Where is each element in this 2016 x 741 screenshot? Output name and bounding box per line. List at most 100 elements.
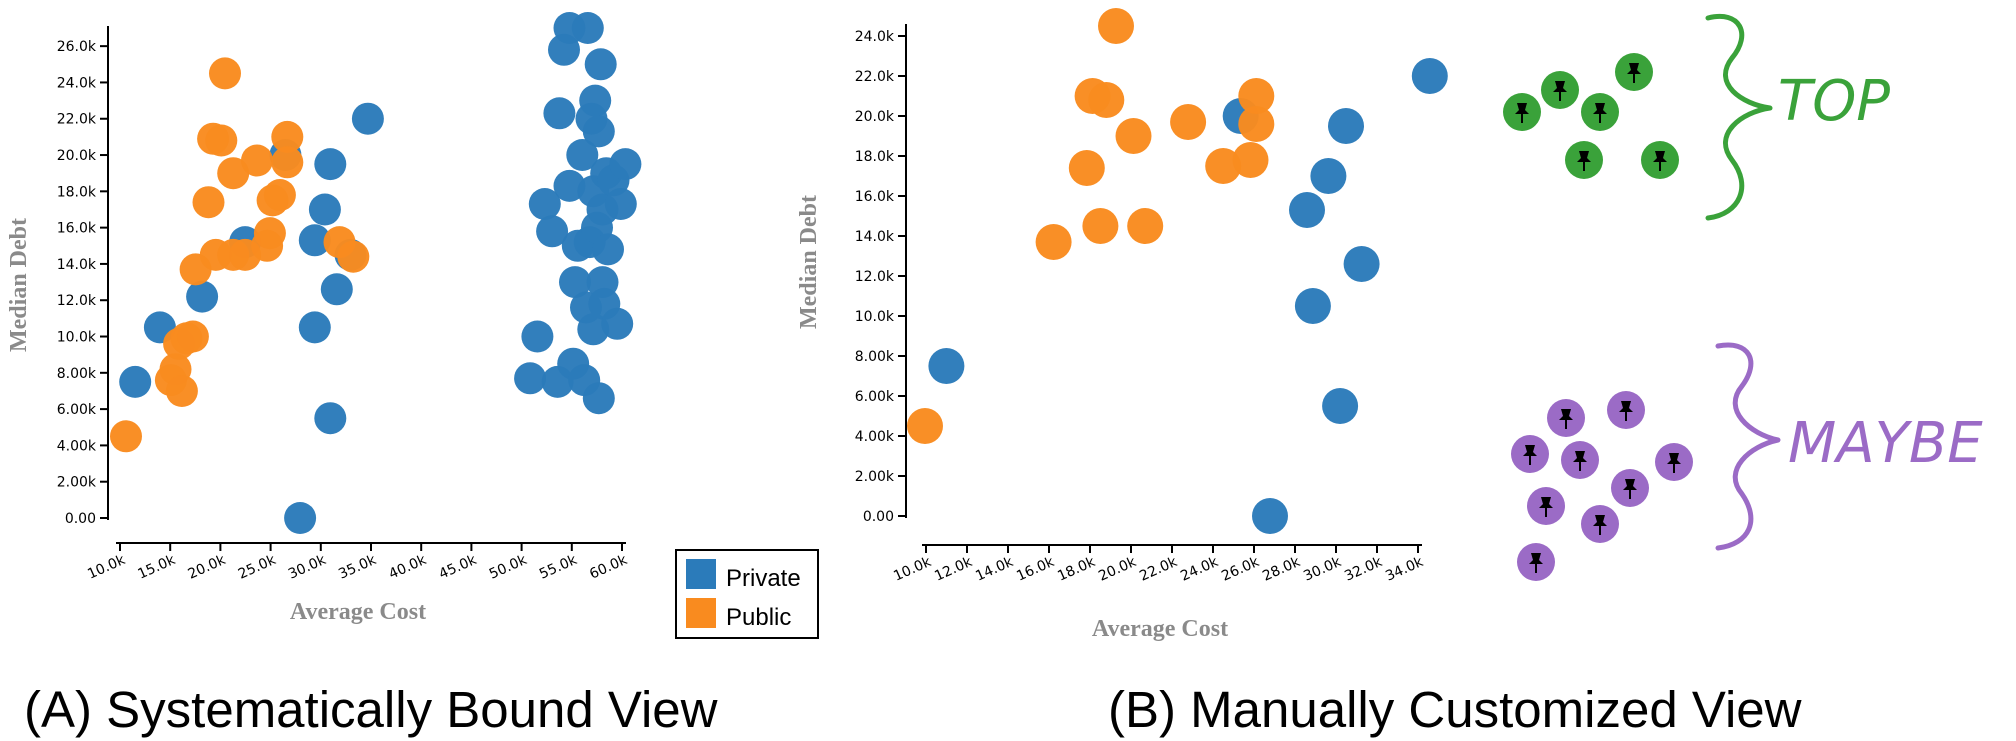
panel-a-point-private[interactable] bbox=[320, 273, 353, 306]
panel-a-x-tick-label: 35.0k bbox=[336, 552, 379, 583]
panel-a-point-private[interactable] bbox=[521, 320, 554, 353]
panel-a-point-private[interactable] bbox=[536, 215, 569, 248]
panel-a-point-public[interactable] bbox=[271, 120, 304, 153]
panel-a-point-private[interactable] bbox=[308, 193, 341, 226]
panel-b-x-tick-label: 16.0k bbox=[1014, 554, 1057, 585]
panel-b-point-private[interactable] bbox=[1294, 288, 1331, 324]
panel-b-point-public[interactable] bbox=[1088, 82, 1125, 118]
top-pinned-point[interactable] bbox=[1615, 53, 1653, 91]
panel-b-y-tick-label: 2.00k bbox=[855, 469, 895, 485]
panel-a-point-public[interactable] bbox=[110, 420, 142, 453]
panel-b-point-private[interactable] bbox=[1411, 58, 1448, 94]
panel-a-caption: (A) Systematically Bound View bbox=[24, 681, 718, 738]
maybe-pinned-point[interactable] bbox=[1655, 443, 1693, 481]
panel-b-point-public[interactable] bbox=[1238, 106, 1275, 142]
panel-b-point-public[interactable] bbox=[1035, 224, 1072, 260]
maybe-pinned-point[interactable] bbox=[1511, 435, 1549, 473]
panel-b-point-private[interactable] bbox=[1328, 108, 1364, 144]
panel-a-point-public[interactable] bbox=[209, 57, 241, 90]
panel-a-point-private[interactable] bbox=[514, 362, 547, 395]
top-pinned-point[interactable] bbox=[1641, 141, 1679, 179]
panel-b-point-public[interactable] bbox=[1232, 142, 1269, 178]
top-pinned-point[interactable] bbox=[1503, 93, 1541, 131]
panel-b-y-tick-label: 6.00k bbox=[855, 389, 895, 405]
maybe-annotation-group: MAYBE bbox=[1511, 342, 1983, 581]
maybe-pinned-point[interactable] bbox=[1547, 399, 1585, 437]
panel-a-point-public[interactable] bbox=[337, 240, 370, 273]
maybe-pinned-point[interactable] bbox=[1581, 505, 1619, 543]
maybe-pinned-point[interactable] bbox=[1527, 487, 1565, 525]
panel-b-point-public[interactable] bbox=[1068, 150, 1105, 186]
panel-b-point-public[interactable] bbox=[1115, 118, 1152, 154]
panel-a-point-private[interactable] bbox=[571, 12, 604, 44]
maybe-pinned-point[interactable] bbox=[1611, 469, 1649, 507]
panel-a-point-private[interactable] bbox=[314, 148, 347, 181]
panel-a-point-private[interactable] bbox=[284, 502, 317, 534]
panel-b-point-private[interactable] bbox=[1343, 246, 1380, 282]
panel-a-point-private[interactable] bbox=[314, 402, 347, 435]
maybe-pinned-point[interactable] bbox=[1517, 543, 1555, 581]
panel-a-y-axis-title: Median Debt bbox=[6, 218, 32, 352]
legend-swatch-private bbox=[686, 559, 716, 589]
panel-a-point-private[interactable] bbox=[579, 84, 612, 117]
panel-a-x-tick-label: 40.0k bbox=[386, 552, 429, 583]
pushpin-icon bbox=[1523, 445, 1537, 456]
panel-b-point-private[interactable] bbox=[1310, 158, 1347, 194]
panel-a-point-private[interactable] bbox=[543, 97, 576, 130]
pushpin-icon bbox=[1577, 151, 1591, 162]
panel-a-point-private[interactable] bbox=[298, 224, 331, 257]
panel-b-y-tick-label: 20.0k bbox=[855, 109, 895, 125]
panel-a-point-private[interactable] bbox=[584, 48, 617, 81]
panel-a-point-private[interactable] bbox=[186, 280, 219, 313]
panel-a-point-public[interactable] bbox=[263, 179, 296, 211]
panel-b-point-public[interactable] bbox=[907, 408, 943, 444]
panel-a-point-public[interactable] bbox=[253, 217, 286, 250]
panel-b-point-private[interactable] bbox=[928, 348, 965, 384]
panel-a-point-private[interactable] bbox=[528, 188, 561, 220]
top-pinned-point[interactable] bbox=[1541, 71, 1579, 109]
panel-b-point-public[interactable] bbox=[1082, 208, 1119, 244]
panel-b-x-tick-label: 12.0k bbox=[932, 554, 975, 585]
panel-b-point-public[interactable] bbox=[1170, 104, 1207, 140]
panel-b-chart: 0.002.00k4.00k6.00k8.00k10.0k12.0k14.0k1… bbox=[796, 8, 1983, 738]
panel-a-point-public[interactable] bbox=[176, 320, 209, 353]
panel-a-point-private[interactable] bbox=[604, 188, 637, 220]
panel-a-point-public[interactable] bbox=[165, 375, 198, 407]
panel-a-point-private[interactable] bbox=[609, 148, 642, 181]
panel-b-point-public[interactable] bbox=[1205, 148, 1242, 184]
top-pinned-point[interactable] bbox=[1581, 93, 1619, 131]
panel-a-x-axis-title: Average Cost bbox=[290, 599, 426, 625]
panel-a-point-private[interactable] bbox=[553, 169, 586, 202]
top-pinned-point[interactable] bbox=[1565, 141, 1603, 179]
panel-a-point-public[interactable] bbox=[217, 157, 250, 190]
maybe-pinned-point[interactable] bbox=[1607, 391, 1645, 429]
pushpin-icon bbox=[1529, 553, 1543, 564]
maybe-pinned-point[interactable] bbox=[1561, 441, 1599, 479]
panel-b-point-private[interactable] bbox=[1252, 498, 1288, 534]
legend-label-public: Public bbox=[726, 604, 791, 631]
panel-a-x-tick-label: 20.0k bbox=[186, 552, 229, 583]
panel-a-point-public[interactable] bbox=[205, 124, 238, 157]
panel-b-point-private[interactable] bbox=[1289, 192, 1325, 228]
panel-a-point-private[interactable] bbox=[577, 313, 610, 346]
panel-a-point-public[interactable] bbox=[271, 146, 304, 179]
panel-a-point-private[interactable] bbox=[559, 266, 591, 299]
panel-a-point-private[interactable] bbox=[566, 139, 599, 171]
panel-a-y-tick-label: 10.0k bbox=[57, 330, 97, 346]
panel-a-point-private[interactable] bbox=[119, 365, 152, 398]
panel-a-point-public[interactable] bbox=[241, 144, 273, 177]
panel-a-point-private[interactable] bbox=[601, 307, 634, 340]
panel-a-y-tick-label: 24.0k bbox=[57, 75, 97, 91]
panel-a-x-tick-label: 15.0k bbox=[135, 552, 178, 583]
panel-b-point-public[interactable] bbox=[1238, 78, 1275, 114]
panel-b-x-tick-label: 28.0k bbox=[1260, 554, 1303, 585]
panel-a-point-private[interactable] bbox=[351, 102, 384, 135]
panel-a-point-private[interactable] bbox=[592, 233, 624, 266]
panel-b-point-private[interactable] bbox=[1322, 388, 1359, 424]
panel-a-point-private[interactable] bbox=[582, 115, 615, 148]
panel-b-point-public[interactable] bbox=[1098, 8, 1134, 44]
panel-a-point-public[interactable] bbox=[192, 186, 225, 219]
panel-b-point-public[interactable] bbox=[1127, 208, 1164, 244]
panel-a-point-private[interactable] bbox=[298, 311, 331, 344]
panel-a-point-private[interactable] bbox=[582, 382, 615, 415]
